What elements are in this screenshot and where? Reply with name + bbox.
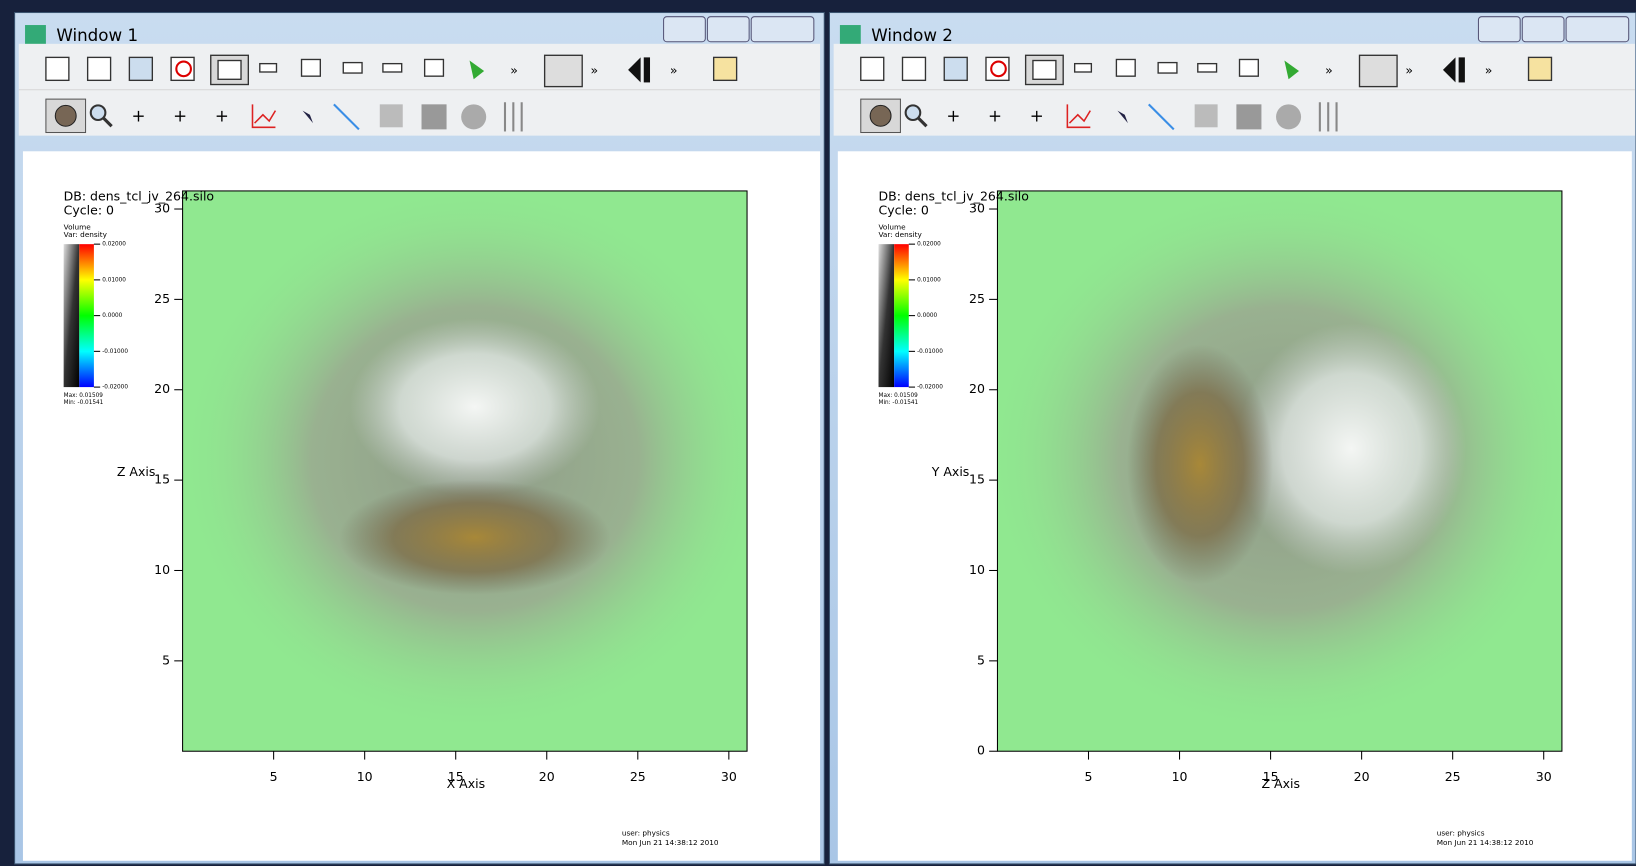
opacity-bar [64,244,80,387]
legend-label: -0.02000 [102,385,128,391]
user-label: user: physics [622,829,670,838]
opacity-bar [879,244,895,387]
y-tick-label: 25 [969,291,985,306]
x-tick-label: 10 [1172,769,1188,784]
y-tick-label: 5 [162,652,170,667]
window-button[interactable] [1478,17,1520,42]
volume-blob [350,318,600,495]
legend-label: 0.0000 [102,313,122,319]
volume-render [986,183,1581,736]
window-title: Window 1 [56,26,138,45]
legend-max: Max: 0.01509 [64,393,104,399]
legend-min: Min: -0.01541 [64,400,104,406]
y-tick-label: 0 [977,743,985,758]
x-tick-label: 5 [270,769,278,784]
x-axis-label: X Axis [447,776,486,791]
legend-label: 0.0000 [917,313,937,319]
legend-max: Max: 0.01509 [879,393,919,399]
y-tick-label: 20 [969,381,985,396]
x-tick-label: 20 [1354,769,1370,784]
volume-blob [339,480,610,595]
volume-blob [1127,344,1273,584]
x-tick-label: 25 [630,769,646,784]
close-button[interactable] [751,17,814,42]
y-axis-label: Z Axis [117,464,156,479]
date-label: Mon Jun 21 14:38:12 2010 [1437,838,1534,847]
legend-var: Var: density [879,230,923,239]
x-tick-label: 30 [1536,769,1552,784]
legend-label: 0.02000 [102,242,126,248]
y-tick-label: 20 [154,381,170,396]
cycle-label: Cycle: 0 [879,202,929,217]
toolbar[interactable] [834,44,1635,136]
window-button[interactable] [1522,17,1564,42]
x-tick-label: 25 [1445,769,1461,784]
legend-var: Var: density [64,230,108,239]
x-tick-label: 10 [357,769,373,784]
desktop: »»» +++ Window 15101520253051015202530X … [0,0,1636,866]
y-tick-label: 15 [969,472,985,487]
toolbar[interactable] [19,44,820,136]
x-axis-label: Z Axis [1261,776,1300,791]
legend-label: 0.02000 [917,242,941,248]
y-axis-label: Y Axis [931,464,970,479]
y-tick-label: 10 [969,562,985,577]
legend-label: -0.01000 [102,349,128,355]
color-bar [894,244,909,387]
y-tick-label: 25 [154,291,170,306]
window-button[interactable] [707,17,749,42]
date-label: Mon Jun 21 14:38:12 2010 [622,838,719,847]
user-label: user: physics [1437,829,1485,838]
x-tick-label: 30 [721,769,737,784]
y-tick-label: 10 [154,562,170,577]
legend-label: -0.02000 [917,385,943,391]
legend-label: -0.01000 [917,349,943,355]
close-button[interactable] [1566,17,1629,42]
page: {"windows":[ {"title":"Window 1","db":"D… [0,0,1636,866]
window-button[interactable] [664,17,706,42]
color-bar [79,244,94,387]
window-title: Window 2 [871,26,953,45]
legend-label: 0.01000 [102,277,126,283]
x-tick-label: 5 [1085,769,1093,784]
legend-min: Min: -0.01541 [879,400,919,406]
volume-render [177,183,772,736]
y-tick-label: 5 [977,652,985,667]
icon [840,25,861,46]
y-tick-label: 15 [154,472,170,487]
x-tick-label: 20 [539,769,555,784]
legend-label: 0.01000 [917,277,941,283]
icon [25,25,46,46]
cycle-label: Cycle: 0 [64,202,114,217]
